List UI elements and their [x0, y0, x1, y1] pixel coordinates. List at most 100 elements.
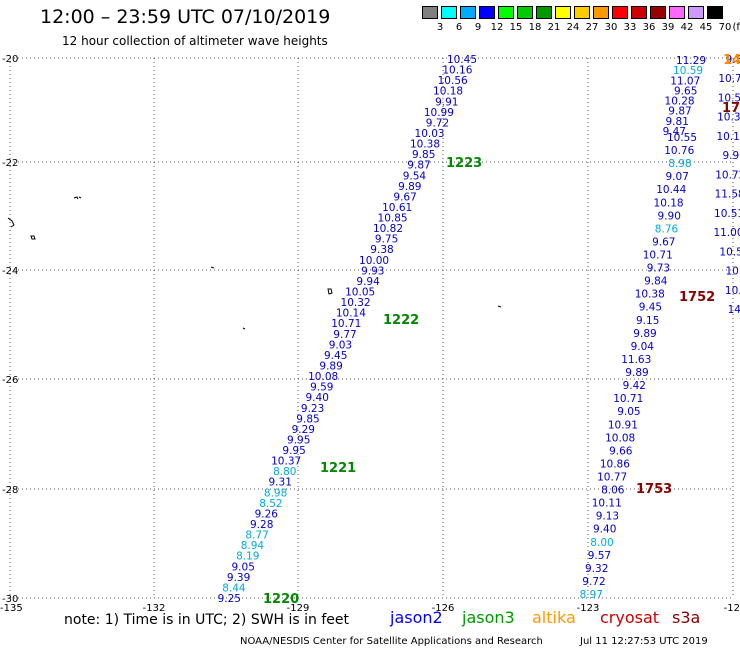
wave-height-value: 10.37 [271, 456, 301, 468]
wave-height-value: 9.38 [370, 244, 393, 256]
legend-swatch [593, 6, 609, 19]
wave-height-value: 10.28 [665, 96, 695, 108]
wave-height-value: 10.99 [424, 107, 454, 119]
legend-swatch [688, 6, 704, 19]
legend-swatch [574, 6, 590, 19]
wave-height-value: 9.95 [282, 445, 305, 457]
legend-unit: (ft) [732, 22, 740, 33]
legend-label: 45 [699, 22, 713, 33]
legend-label: 3 [436, 22, 444, 33]
wave-height-value: 10.71 [643, 250, 673, 262]
island-2 [78, 196, 82, 199]
wave-height-value: 9.05 [617, 406, 640, 418]
pass-label: 1220 [263, 592, 299, 607]
wave-height-value: 10.71 [331, 318, 361, 330]
wave-height-value: 10.44 [656, 184, 686, 196]
edge-value: 17 [722, 101, 740, 116]
pass-label: 1753 [636, 482, 672, 497]
legend-label: 24 [566, 22, 580, 33]
wave-height-value: 10. [725, 285, 740, 297]
wave-height-value: 11.00 [713, 227, 740, 239]
wave-height-value: 10.91 [608, 419, 638, 431]
wave-height-value: 8.97 [580, 589, 603, 601]
legend-label: 15 [509, 22, 523, 33]
wave-height-value: 10.05 [345, 287, 375, 299]
wave-height-value: 10.18 [433, 86, 463, 98]
wave-height-value: 10.03 [415, 128, 445, 140]
wave-height-value: 10.55 [667, 132, 697, 144]
legend-swatch [612, 6, 628, 19]
wave-height-value: 9.47 [663, 126, 686, 138]
legend-swatch [650, 6, 666, 19]
wave-height-value: 9.85 [296, 413, 319, 425]
wave-height-value: 9.04 [631, 341, 655, 353]
wave-height-value: 10.08 [605, 432, 635, 444]
wave-height-value: 9.91 [435, 96, 458, 108]
legend-swatch [479, 6, 495, 19]
wave-height-value: 10.77 [597, 472, 627, 484]
wave-height-value: 9.67 [393, 191, 416, 203]
wave-height-value: 8.77 [245, 530, 268, 542]
wave-height-value: 9.25 [218, 593, 241, 605]
wave-height-value: 11.58 [715, 189, 740, 201]
wave-height-value: 10.5 [719, 246, 740, 258]
wave-height-value: 10.61 [382, 202, 412, 214]
wave-height-value: 9.96 [723, 150, 740, 162]
wave-height-value: 10.74 [718, 73, 740, 85]
wave-height-value: 9.87 [668, 106, 691, 118]
satellite-name: cryosat [600, 608, 660, 627]
wave-height-value: 9.54 [403, 170, 427, 182]
axis-tick-labels: -20 -22 -24 -26 -28 -30-135 -132 -129 -126 -123 -1… [0, 54, 740, 614]
wave-height-value: 8.06 [601, 485, 625, 497]
legend-label: 27 [585, 22, 599, 33]
wave-height-value: 9.05 [232, 561, 255, 573]
wave-height-value: 9.93 [361, 265, 384, 277]
wave-height-value: 10.82 [373, 223, 403, 235]
wave-height-value: 11.29 [676, 55, 706, 67]
legend-swatch [669, 6, 685, 19]
wave-height-value: 9.59 [310, 382, 333, 394]
wave-height-value: 9.28 [250, 519, 273, 531]
wave-height-value: 10.14 [336, 308, 366, 320]
lat-tick-label: -20 [2, 54, 18, 65]
wave-height-value: 10.08 [308, 371, 338, 383]
wave-height-value: 9.42 [623, 380, 646, 392]
satellite-name: s3a [672, 608, 701, 627]
lat-tick-label: -30 [2, 594, 18, 605]
map-title: 12:00 – 23:59 UTC 07/10/2019 [40, 6, 331, 28]
wave-height-value: 10.45 [447, 54, 477, 66]
legend-label: 36 [642, 22, 656, 33]
pass-label: 1222 [383, 313, 419, 328]
wave-height-value: 8.19 [236, 551, 259, 563]
wave-height-value: 10. [725, 266, 740, 278]
wave-height-value: 9.90 [658, 210, 681, 222]
wave-height-value: 10.00 [359, 255, 389, 267]
wave-height-value: 10.86 [600, 458, 630, 470]
legend-label: 21 [547, 22, 561, 33]
wave-height-value: 10.71 [613, 393, 643, 405]
legend-swatch [555, 6, 571, 19]
legend-label: 39 [661, 22, 675, 33]
legend-label: 12 [490, 22, 504, 33]
island-4 [30, 235, 36, 240]
island-6 [327, 288, 333, 295]
wave-height-value: 9.95 [287, 435, 310, 447]
wave-height-value: 14 [728, 304, 740, 316]
wave-height-value: 9.89 [319, 361, 342, 373]
wave-height-value: 9.72 [582, 576, 605, 588]
island-8 [497, 305, 502, 308]
wave-height-value: 8.76 [655, 223, 679, 235]
wave-height-value: 10.59 [673, 65, 703, 77]
wave-height-value: 9.94 [356, 276, 380, 288]
legend-swatch [422, 6, 438, 19]
wave-height-value: 9.03 [329, 339, 352, 351]
wave-height-value: 10.11 [592, 498, 622, 510]
pass-label: 1223 [446, 156, 482, 171]
wave-height-value: 9.72 [426, 117, 449, 129]
island-7 [242, 327, 246, 330]
wave-height-value: 10.16 [442, 65, 472, 77]
lat-tick-label: -26 [2, 375, 18, 386]
legend-label: 42 [680, 22, 694, 33]
footer-note: note: 1) Time is in UTC; 2) SWH is in fe… [64, 612, 350, 628]
wave-height-value: 9.45 [324, 350, 347, 362]
